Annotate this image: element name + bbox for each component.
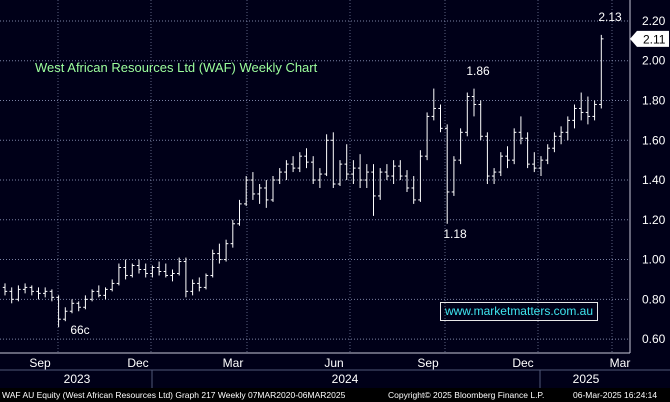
y-tick-label: 1.60 <box>642 133 666 147</box>
y-tick-label: 1.00 <box>642 253 666 267</box>
y-tick-label: 0.60 <box>642 332 666 346</box>
x-month-label: Sep <box>417 356 439 370</box>
last-price-label: 2.11 <box>643 32 666 46</box>
chart-background <box>0 0 670 388</box>
x-month-label: Sep <box>29 356 51 370</box>
x-month-label: Dec <box>127 356 148 370</box>
price-annotation: 2.13 <box>598 10 622 24</box>
y-tick-label: 1.20 <box>642 213 666 227</box>
y-tick-label: 1.40 <box>642 173 666 187</box>
x-month-label: Mar <box>610 356 631 370</box>
x-month-label: Dec <box>512 356 533 370</box>
chart-title: West African Resources Ltd (WAF) Weekly … <box>35 60 318 75</box>
y-tick-label: 2.00 <box>642 54 666 68</box>
x-year-label: 2024 <box>332 372 359 386</box>
y-tick-label: 2.20 <box>642 14 666 28</box>
footer-timestamp: 06-Mar-2025 16:24:14 <box>573 390 658 400</box>
price-annotation: 1.86 <box>466 64 490 78</box>
x-month-label: Mar <box>223 356 244 370</box>
y-tick-label: 0.80 <box>642 292 666 306</box>
x-month-label: Jun <box>324 356 343 370</box>
x-year-label: 2025 <box>573 372 600 386</box>
footer-bar: WAF AU Equity (West African Resources Lt… <box>0 388 670 402</box>
price-chart: 0.60 0.80 1.00 1.20 1.40 1.60 1.80 2.00 2.20 Sep D… <box>0 0 670 388</box>
footer-security-info: WAF AU Equity (West African Resources Lt… <box>2 390 346 400</box>
price-annotation: 66c <box>70 323 89 337</box>
x-year-label: 2023 <box>64 372 91 386</box>
website-watermark[interactable]: www.marketmatters.com.au <box>440 302 598 321</box>
footer-copyright: Copyright© 2025 Bloomberg Finance L.P. <box>388 390 545 400</box>
price-annotation: 1.18 <box>443 227 467 241</box>
y-tick-label: 1.80 <box>642 93 666 107</box>
last-price-marker <box>630 30 669 47</box>
